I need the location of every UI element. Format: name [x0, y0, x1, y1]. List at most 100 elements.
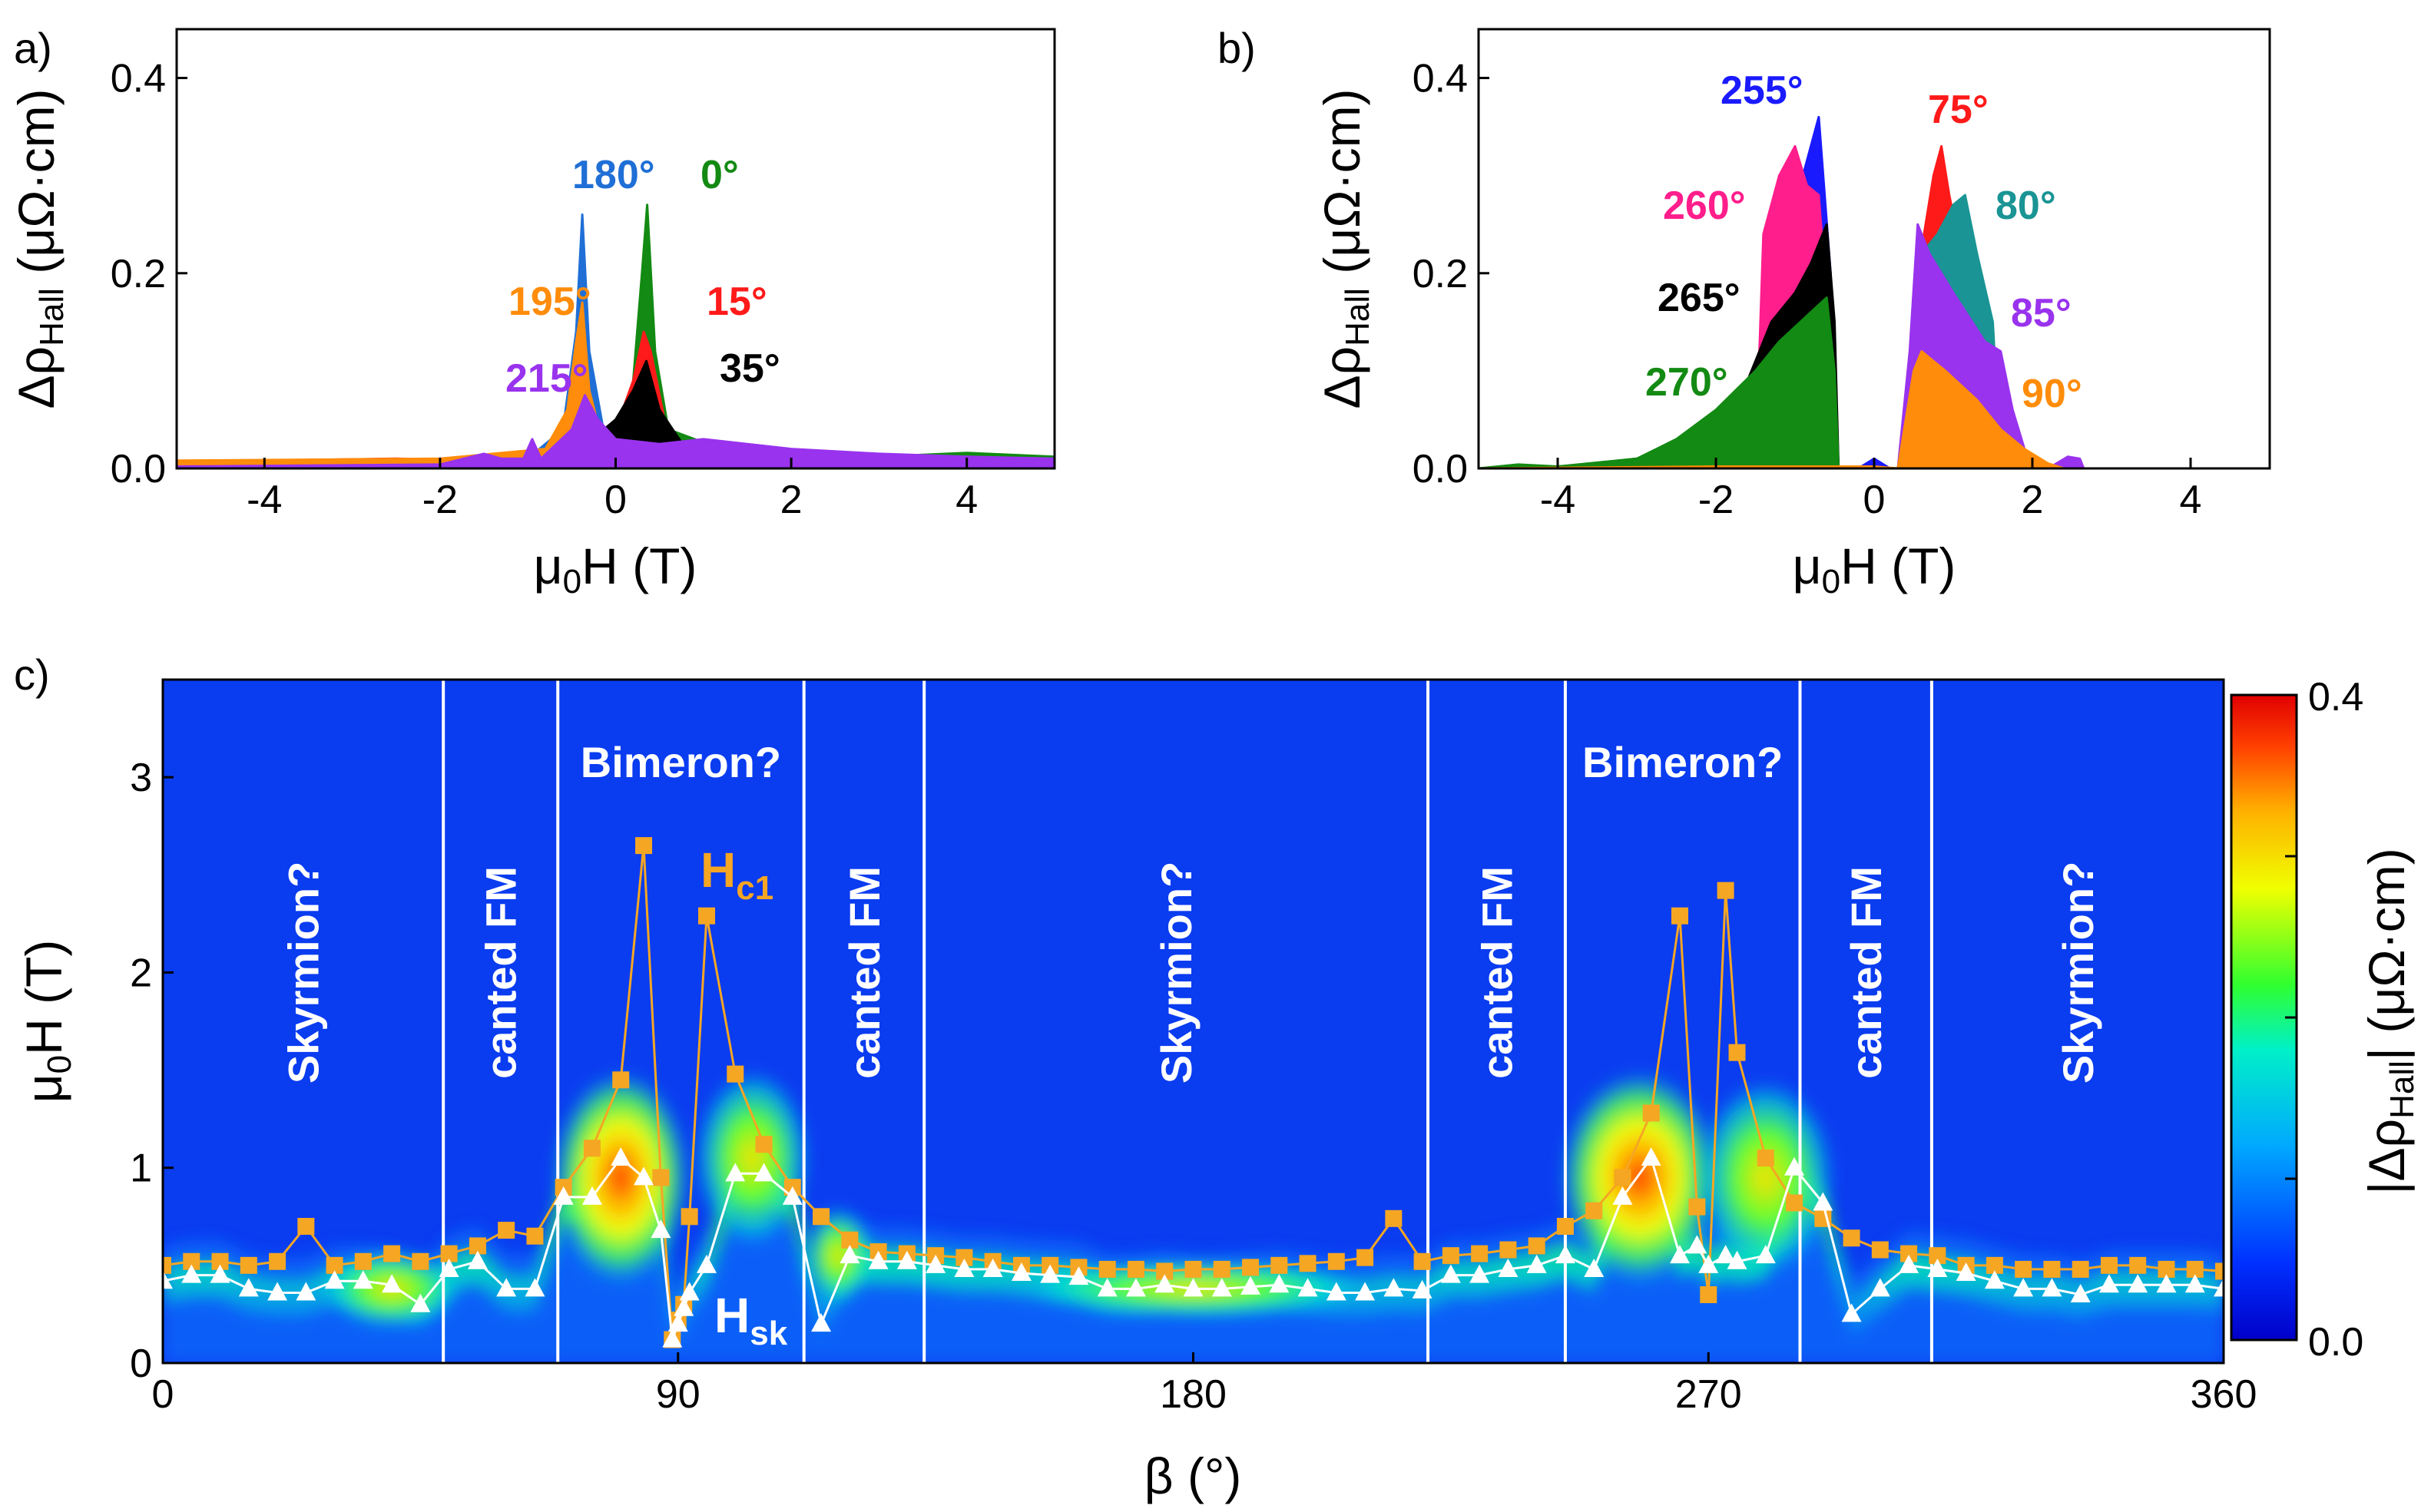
series-hc1-point	[1871, 1241, 1889, 1259]
series-hsk-point	[697, 1254, 717, 1273]
series-hsk-point	[267, 1282, 288, 1301]
series-hsk-point	[1068, 1266, 1089, 1285]
series-hc1-point	[354, 1252, 372, 1270]
series-hc1-point	[2043, 1260, 2061, 1278]
panel-b-xlabel: μ0H (T)	[1793, 538, 1956, 600]
series-hsk-point	[1040, 1264, 1061, 1283]
annotation-hc1: Hc1	[700, 842, 773, 907]
series-hc1-point	[612, 1071, 630, 1089]
panel-a-xlabel: μ0H (T)	[534, 538, 697, 600]
series-hsk-point	[2098, 1274, 2119, 1293]
annotation-0deg: 0°	[700, 153, 739, 197]
series-hc1-point	[2015, 1260, 2032, 1278]
panel-c-ylabel: μ0H (T)	[15, 940, 78, 1103]
series-hsk-point	[1355, 1282, 1376, 1301]
series-hsk-point	[353, 1270, 373, 1289]
series-hsk-point	[1698, 1254, 1719, 1273]
series-hsk-point	[1183, 1278, 1204, 1297]
series-hc1-point	[412, 1252, 429, 1270]
series-hc1-point	[1327, 1252, 1345, 1270]
series-hsk-point	[2013, 1278, 2034, 1297]
colorbar-max-label: 0.4	[2308, 675, 2363, 720]
series-270deg-area	[1479, 296, 1840, 468]
annotation-255deg: 255°	[1721, 68, 1803, 113]
y-tick-label: 0.2	[111, 252, 166, 296]
x-tick-label: -4	[1540, 478, 1575, 522]
x-tick-label: 4	[956, 478, 978, 522]
panel-c-series	[163, 837, 2224, 1348]
series-hsk-point	[679, 1282, 700, 1301]
series-hc1-point	[1127, 1260, 1144, 1278]
series-hc1-point	[1471, 1245, 1489, 1262]
panel-b-label: b)	[1217, 24, 1256, 72]
series-hc1-point	[297, 1218, 315, 1235]
series-hsk-point	[496, 1278, 517, 1297]
series-hc1-point	[1700, 1286, 1717, 1303]
series-hc1-point	[1242, 1259, 1260, 1276]
annotation-260deg: 260°	[1663, 184, 1746, 228]
series-hsk-point	[982, 1258, 1003, 1277]
series-hsk-point	[1412, 1279, 1432, 1299]
panel-b-ticks: -4 -2 0 2 4 0.0 0.2 0.4	[1413, 57, 2202, 522]
region-label-bimeron: Bimeron?	[1582, 738, 1783, 786]
y-tick-label: 1	[130, 1146, 152, 1191]
x-tick-label: 4	[2180, 478, 2202, 522]
series-hsk-point	[210, 1264, 230, 1283]
series-hc1-point	[698, 907, 716, 925]
series-hsk-point	[674, 1297, 694, 1316]
panel-c-xlabel: β (°)	[1144, 1447, 1242, 1504]
series-hsk-point	[2042, 1278, 2062, 1297]
series-hc1-point	[681, 1208, 698, 1226]
series-hsk-point	[896, 1250, 917, 1269]
x-tick-label: 2	[780, 478, 803, 522]
annotation-180deg: 180°	[572, 153, 655, 197]
panel-b-chart: -4 -2 0 2 4 0.0 0.2 0.4 255° 75° 260° 80° 265° 85° 27…	[1313, 28, 2271, 600]
series-hc1-point	[1184, 1260, 1202, 1278]
series-hc1-point	[2072, 1260, 2089, 1278]
series-hc1-point	[813, 1208, 830, 1226]
series-hc1-point	[1270, 1256, 1288, 1274]
y-tick-label: 0.0	[1413, 447, 1468, 491]
region-label-canted-fm: canted FM	[840, 866, 889, 1079]
series-hsk-point	[382, 1274, 402, 1293]
panel-a-annotations: 180° 0° 195° 15° 215° 35°	[505, 153, 780, 401]
panel-c-label: c)	[14, 650, 50, 699]
series-hc1-point	[469, 1237, 486, 1255]
series-hc1-point	[755, 1136, 773, 1153]
annotation-subscript: sk	[750, 1315, 787, 1352]
series-hsk-point	[840, 1245, 860, 1264]
series-hc1-point	[383, 1245, 401, 1262]
series-hsk-point	[1984, 1270, 2005, 1289]
series-hsk-point	[1841, 1303, 1862, 1322]
series-hc1-point	[1156, 1262, 1174, 1280]
series-hc1-point	[1213, 1260, 1230, 1278]
series-hsk-point	[553, 1186, 574, 1205]
y-tick-label: 2	[130, 951, 152, 995]
series-hc1-point	[1688, 1198, 1706, 1216]
panel-c-ticks: 0 90 180 270 360 0 1 2 3	[130, 756, 2257, 1417]
series-hsk-point	[1727, 1250, 1747, 1269]
x-tick-label: -2	[422, 478, 458, 522]
annotation-265deg: 265°	[1658, 276, 1740, 320]
series-hc1-point	[1671, 907, 1688, 925]
series-hsk-point	[181, 1264, 202, 1283]
series-hsk-point	[467, 1250, 488, 1269]
x-tick-label: -2	[1698, 478, 1734, 522]
series-hsk-point	[2156, 1274, 2177, 1293]
series-hc1-point	[1986, 1256, 2003, 1274]
series-hsk-point	[1641, 1147, 1661, 1166]
series-hc1-point	[1499, 1241, 1517, 1259]
series-hsk-point	[163, 1270, 173, 1289]
series-hc1-point	[1786, 1194, 1803, 1212]
x-tick-label: 0	[1863, 478, 1886, 522]
series-hsk-point	[725, 1163, 746, 1182]
region-label-canted-fm: canted FM	[1472, 866, 1521, 1079]
series-hc1-point	[1098, 1260, 1116, 1278]
series-hc1-point	[269, 1252, 286, 1270]
series-hsk-point	[1813, 1192, 1833, 1211]
series-hc1-point	[2186, 1260, 2204, 1278]
series-hsk-point	[1870, 1278, 1890, 1297]
series-hc1-point	[183, 1252, 200, 1270]
